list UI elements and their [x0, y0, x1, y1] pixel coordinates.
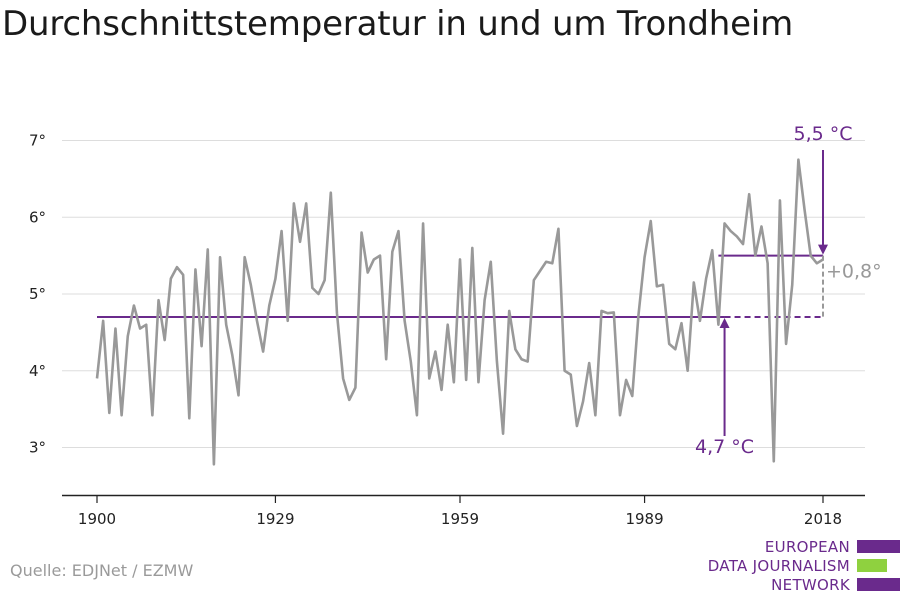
y-tick-label: 3°: [29, 439, 46, 457]
series-line: [95, 158, 824, 466]
y-tick-label: 7°: [29, 132, 46, 150]
x-tick-label: 2018: [804, 510, 842, 528]
logo-bar-green: [857, 559, 887, 572]
y-tick-label: 4°: [29, 362, 46, 380]
logo-line-2: DATA JOURNALISM: [707, 557, 850, 575]
logo-bar-purple-top: [857, 540, 900, 553]
y-tick-label: 5°: [29, 285, 46, 303]
y-axis-ticks: 3° 4° 5° 6° 7°: [29, 132, 46, 457]
chart-title: Durchschnittstemperatur in und um Trondh…: [2, 4, 794, 44]
annotation-delta-label: +0,8°: [826, 260, 882, 282]
logo-bar-purple-bottom: [857, 578, 900, 591]
x-tick-label: 1989: [625, 510, 663, 528]
annotation-label-recent-mean: 5,5 °C: [793, 123, 852, 145]
source-note: Quelle: EDJNet / EZMW: [10, 561, 194, 580]
annotation-arrowhead-baseline: [719, 318, 730, 329]
x-tick-label: 1959: [441, 510, 479, 528]
annotation-label-baseline-mean: 4,7 °C: [695, 436, 754, 458]
logo-line-1: EUROPEAN: [764, 538, 850, 556]
reference-lines: [97, 254, 823, 319]
x-axis-ticks: 1900 1929 1959 1989 2018: [78, 495, 842, 528]
y-tick-label: 6°: [29, 208, 46, 226]
logo-line-3: NETWORK: [771, 576, 850, 594]
annotation-arrowhead-recent: [818, 244, 828, 255]
x-tick-label: 1929: [256, 510, 294, 528]
edjnet-logo: EUROPEAN DATA JOURNALISM NETWORK: [700, 538, 900, 598]
annotations: 5,5 °C 4,7 °C +0,8°: [695, 123, 882, 458]
x-tick-label: 1900: [78, 510, 116, 528]
series-group: [95, 158, 824, 466]
grid-lines: [62, 140, 865, 448]
